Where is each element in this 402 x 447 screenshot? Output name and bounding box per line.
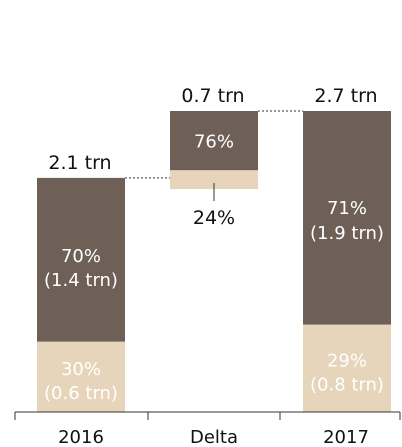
x-tick-label-2017: 2017 [323,427,369,447]
bar-2016-dark-segment [37,177,125,342]
bars-layer [37,111,391,412]
bar-2017-light-segment [303,324,391,412]
segment-label-2016-light-pct: 30% [61,359,101,380]
segment-label-2016-dark-value: (1.4 trn) [44,270,118,291]
x-axis: 2016 Delta 2017 [14,411,401,447]
x-tick-label-2016: 2016 [58,427,104,447]
total-label-delta: 0.7 trn [181,85,244,107]
segment-label-2016-light-value: (0.6 trn) [44,383,118,404]
segment-label-2017-dark-value: (1.9 trn) [310,223,384,244]
bar-delta-dark-segment [170,111,258,171]
total-label-2016: 2.1 trn [48,152,111,174]
labels-layer: 2.1 trn 0.7 trn 2.7 trn 70% (1.4 trn) 30% (0.6… [44,85,384,404]
connectors-layer [125,110,303,202]
bar-delta-light-segment [170,170,258,190]
segment-label-delta-dark-pct: 76% [194,132,234,153]
bar-2017-dark-segment [303,111,391,325]
segment-label-2017-light-pct: 29% [327,350,367,371]
segment-label-delta-light-pct: 24% [193,207,235,229]
segment-label-2017-light-value: (0.8 trn) [310,374,384,395]
x-tick-label-delta: Delta [190,427,238,447]
bar-2016-light-segment [37,341,125,412]
segment-label-2017-dark-pct: 71% [327,198,367,219]
total-label-2017: 2.7 trn [314,85,377,107]
segment-label-2016-dark-pct: 70% [61,246,101,267]
